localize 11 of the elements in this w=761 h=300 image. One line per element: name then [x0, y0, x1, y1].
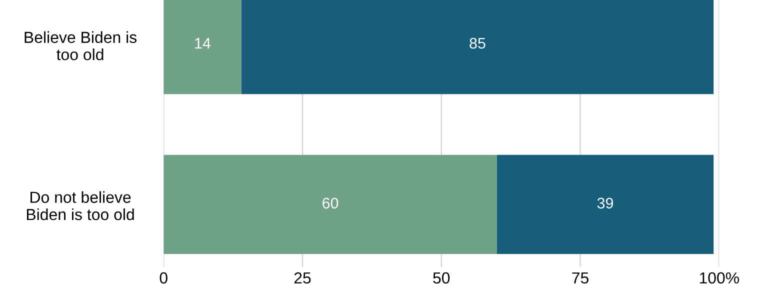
x-tick-label: 0	[160, 272, 168, 284]
x-tick-label: 50	[433, 272, 450, 284]
x-tick-label: 75	[572, 272, 588, 284]
y-tick-label: Believe Biden is too old	[24, 31, 137, 60]
x-tick-label: 100%	[700, 272, 740, 284]
y-tick-label: Do not believe Biden is too old	[26, 191, 134, 220]
data-label: 85	[470, 38, 486, 49]
data-label: 39	[597, 198, 614, 209]
data-label: 14	[195, 38, 211, 48]
x-tick-label: 25	[294, 272, 311, 284]
data-label: 60	[322, 198, 338, 209]
